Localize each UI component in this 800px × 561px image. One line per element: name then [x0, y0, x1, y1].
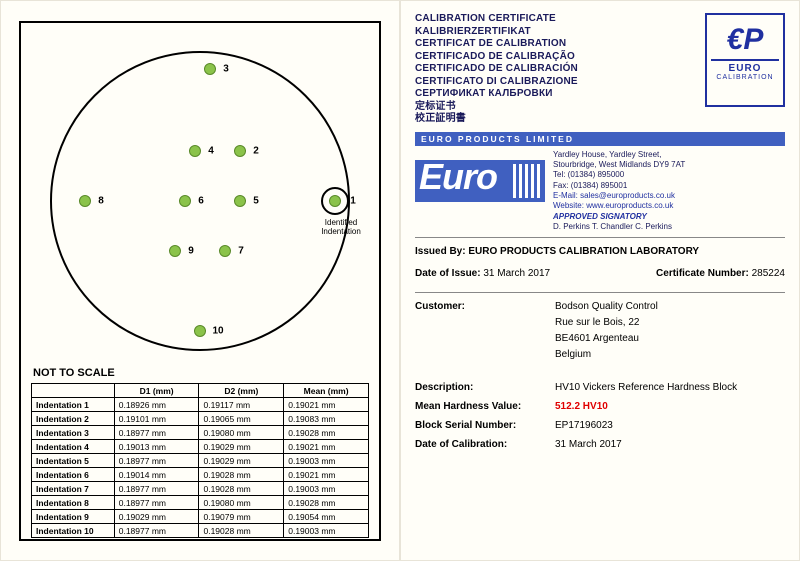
issued-by-label: Issued By:: [415, 246, 466, 257]
indent-dot-5: [234, 195, 246, 207]
certificate-title-line: 定标证书: [415, 101, 578, 114]
certificate-title-line: CERTIFICATO DI CALIBRAZIONE: [415, 76, 578, 89]
customer-line: Belgium: [555, 347, 785, 363]
indent-dot-9: [169, 245, 181, 257]
indent-dot-8: [79, 195, 91, 207]
logo-ep-text: €P: [709, 25, 781, 55]
indent-label-10: 10: [212, 326, 223, 337]
separator-2: [415, 292, 785, 293]
title-block: CALIBRATION CERTIFICATEKALIBRIERZERTIFIK…: [415, 13, 578, 126]
approved-signatory: APPROVED SIGNATORY: [553, 212, 785, 222]
mean-hardness-label: Mean Hardness Value:: [415, 399, 555, 415]
company-name-band: EURO PRODUCTS LIMITED: [415, 132, 785, 146]
customer-line: Bodson Quality Control: [555, 299, 785, 315]
certificate-title-line: CERTIFICADO DE CALIBRAÇÃO: [415, 51, 578, 64]
certificate-title-line: СЕРТИФИКАТ КАЛБРОВКИ: [415, 88, 578, 101]
customer-line: BE4601 Argenteau: [555, 331, 785, 347]
indent-dot-6: [179, 195, 191, 207]
indent-label-8: 8: [98, 196, 104, 207]
table-header: D1 (mm): [114, 384, 199, 398]
issued-by-value: EURO PRODUCTS CALIBRATION LABORATORY: [468, 246, 699, 257]
logo-line1: EURO: [709, 63, 781, 74]
table-row: Indentation 50.18977 mm0.19029 mm0.19003…: [32, 454, 369, 468]
table-header: D2 (mm): [199, 384, 284, 398]
customer-label: Customer:: [415, 299, 555, 315]
table-row: Indentation 20.19101 mm0.19065 mm0.19083…: [32, 412, 369, 426]
calibration-date-label: Date of Calibration:: [415, 437, 555, 453]
left-page: 1 Identified Indentation 2 3 4 5 6 7 8 9 10 NOT TO…: [0, 0, 400, 561]
cert-no-label: Certificate Number:: [656, 268, 749, 279]
table-row: Indentation 90.19029 mm0.19079 mm0.19054…: [32, 510, 369, 524]
table-row: Indentation 30.18977 mm0.19080 mm0.19028…: [32, 426, 369, 440]
cert-no-value: 285224: [752, 268, 785, 279]
indent-dot-10: [194, 325, 206, 337]
mean-hardness-value: 512.2 HV10: [555, 399, 785, 415]
date-issue-value: 31 March 2017: [483, 268, 550, 279]
not-to-scale-label: NOT TO SCALE: [33, 367, 371, 379]
indentation-table: D1 (mm)D2 (mm)Mean (mm) Indentation 10.1…: [31, 383, 369, 538]
table-row: Indentation 60.19014 mm0.19028 mm0.19021…: [32, 468, 369, 482]
company-info: Yardley House, Yardley Street, Stourbrid…: [553, 150, 785, 233]
table-row: Indentation 40.19013 mm0.19029 mm0.19021…: [32, 440, 369, 454]
indent-label-7: 7: [238, 246, 244, 257]
certificate-title-line: CERTIFICADO DE CALIBRACIÓN: [415, 63, 578, 76]
company-tel: Tel: (01384) 895000: [553, 170, 785, 180]
table-row: Indentation 10.18926 mm0.19117 mm0.19021…: [32, 398, 369, 412]
table-row: Indentation 70.18977 mm0.19028 mm0.19003…: [32, 482, 369, 496]
indent-label-5: 5: [253, 196, 259, 207]
indent-label-2: 2: [253, 146, 259, 157]
customer-value: Bodson Quality ControlRue sur le Bois, 2…: [555, 299, 785, 363]
company-band: EURO PRODUCTS LIMITED Euro Yardley House…: [415, 132, 785, 233]
euro-calibration-logo: €P EURO CALIBRATION: [705, 13, 785, 107]
right-page: CALIBRATION CERTIFICATEKALIBRIERZERTIFIK…: [400, 0, 800, 561]
company-fax: Fax: (01384) 895001: [553, 181, 785, 191]
certificate-title-line: CALIBRATION CERTIFICATE: [415, 13, 578, 26]
indent-dot-7: [219, 245, 231, 257]
indent-dot-3: [204, 63, 216, 75]
certificate-fields: Issued By: EURO PRODUCTS CALIBRATION LAB…: [415, 244, 785, 453]
indent-dot-4: [189, 145, 201, 157]
certificate-title-line: KALIBRIERZERTIFIKAT: [415, 26, 578, 39]
table-header: [32, 384, 115, 398]
euro-logo: Euro: [415, 150, 545, 210]
euro-logo-text: Euro: [419, 156, 497, 198]
certificate-title-line: CERTIFICAT DE CALIBRATION: [415, 38, 578, 51]
calibration-date-value: 31 March 2017: [555, 437, 785, 453]
customer-line: Rue sur le Bois, 22: [555, 315, 785, 331]
description-value: HV10 Vickers Reference Hardness Block: [555, 380, 785, 396]
date-issue-label: Date of Issue:: [415, 268, 481, 279]
company-web: Website: www.europroducts.co.uk: [553, 201, 785, 211]
indent-label-9: 9: [188, 246, 194, 257]
identified-indentation-label: Identified Indentation: [313, 219, 369, 237]
diagram-box: 1 Identified Indentation 2 3 4 5 6 7 8 9 10 NOT TO…: [19, 21, 381, 541]
company-addr2: Stourbridge, West Midlands DY9 7AT: [553, 160, 785, 170]
company-email: E-Mail: sales@europroducts.co.uk: [553, 191, 785, 201]
serial-value: EP17196023: [555, 418, 785, 434]
separator-1: [415, 237, 785, 238]
company-addr1: Yardley House, Yardley Street,: [553, 150, 785, 160]
certificate-title-line: 校正証明書: [415, 113, 578, 126]
indent-dot-2: [234, 145, 246, 157]
header-row: CALIBRATION CERTIFICATEKALIBRIERZERTIFIK…: [415, 13, 785, 126]
serial-label: Block Serial Number:: [415, 418, 555, 434]
indent-label-4: 4: [208, 146, 214, 157]
identified-indentation-circle: [321, 187, 349, 215]
indent-label-1: 1: [350, 196, 356, 207]
description-label: Description:: [415, 380, 555, 396]
table-header: Mean (mm): [284, 384, 369, 398]
table-row: Indentation 100.18977 mm0.19028 mm0.1900…: [32, 524, 369, 538]
signatories: D. Perkins T. Chandler C. Perkins: [553, 222, 785, 232]
logo-line2: CALIBRATION: [709, 74, 781, 81]
indentation-diagram: 1Identified Indentation2345678910: [35, 31, 365, 361]
table-row: Indentation 80.18977 mm0.19080 mm0.19028…: [32, 496, 369, 510]
indent-label-6: 6: [198, 196, 204, 207]
indent-label-3: 3: [223, 64, 229, 75]
